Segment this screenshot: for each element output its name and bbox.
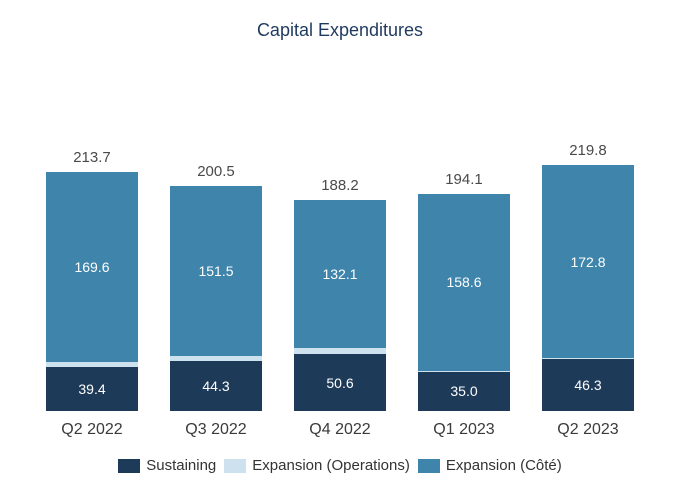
bar-segment: 4.7 <box>170 356 262 361</box>
x-category-label: Q3 2022 <box>154 421 278 439</box>
legend-swatch <box>224 459 246 473</box>
x-category-label: Q2 2023 <box>526 421 650 439</box>
bar-segment: 158.6 <box>418 194 510 372</box>
stacked-bar: 44.3 4.7 151.5 <box>170 186 262 411</box>
bar-segment: 132.1 <box>294 200 386 348</box>
bar-segment: 46.3 <box>542 359 634 411</box>
segment-value-label: 46.3 <box>574 377 601 393</box>
x-category-label: Q1 2023 <box>402 421 526 439</box>
capex-chart: Capital Expenditures 213.7 39.4 4.7 169.6 20… <box>0 0 680 500</box>
bar-segment: 172.8 <box>542 165 634 359</box>
stacked-bar: 50.6 5.5 132.1 <box>294 200 386 411</box>
segment-value-label: 39.4 <box>78 381 105 397</box>
legend-item: Expansion (Operations) <box>224 457 410 474</box>
bar-slot: 188.2 50.6 5.5 132.1 <box>278 91 402 411</box>
legend-label: Expansion (Operations) <box>252 457 410 474</box>
legend-item: Expansion (Côté) <box>418 457 562 474</box>
bar-segment: 5.5 <box>294 348 386 354</box>
x-axis: Q2 2022Q3 2022Q4 2022Q1 2023Q2 2023 <box>30 421 650 439</box>
bar-slot: 213.7 39.4 4.7 169.6 <box>30 91 154 411</box>
bar-slot: 194.1 35.0 0.5 158.6 <box>402 91 526 411</box>
total-label: 194.1 <box>445 171 483 188</box>
stacked-bar: 35.0 0.5 158.6 <box>418 194 510 411</box>
total-label: 188.2 <box>321 177 359 194</box>
segment-value-label: 158.6 <box>446 274 481 290</box>
segment-value-label: 172.8 <box>570 254 605 270</box>
chart-title: Capital Expenditures <box>0 20 680 41</box>
legend: Sustaining Expansion (Operations) Expansio… <box>0 457 680 474</box>
stacked-bar: 39.4 4.7 169.6 <box>46 172 138 411</box>
bar-segment: 0.7 <box>542 358 634 359</box>
bar-segment: 0.5 <box>418 371 510 372</box>
legend-swatch <box>118 459 140 473</box>
bar-segment: 169.6 <box>46 172 138 362</box>
legend-label: Expansion (Côté) <box>446 457 562 474</box>
bar-slot: 200.5 44.3 4.7 151.5 <box>154 91 278 411</box>
segment-value-label: 151.5 <box>198 263 233 279</box>
bar-slot: 219.8 46.3 0.7 172.8 <box>526 91 650 411</box>
segment-value-label: 169.6 <box>74 259 109 275</box>
bar-segment: 35.0 <box>418 372 510 411</box>
stacked-bar: 46.3 0.7 172.8 <box>542 165 634 411</box>
segment-value-label: 132.1 <box>322 266 357 282</box>
plot-area: 213.7 39.4 4.7 169.6 200.5 44.3 4.7 151.5 188.2 5… <box>30 91 650 411</box>
legend-label: Sustaining <box>146 457 216 474</box>
x-category-label: Q2 2022 <box>30 421 154 439</box>
bar-segment: 151.5 <box>170 186 262 356</box>
legend-item: Sustaining <box>118 457 216 474</box>
legend-swatch <box>418 459 440 473</box>
total-label: 219.8 <box>569 142 607 159</box>
segment-value-label: 50.6 <box>326 375 353 391</box>
bar-segment: 4.7 <box>46 362 138 367</box>
bar-segment: 50.6 <box>294 354 386 411</box>
segment-value-label: 35.0 <box>450 383 477 399</box>
bar-segment: 44.3 <box>170 361 262 411</box>
total-label: 213.7 <box>73 149 111 166</box>
total-label: 200.5 <box>197 163 235 180</box>
bar-segment: 39.4 <box>46 367 138 411</box>
x-category-label: Q4 2022 <box>278 421 402 439</box>
segment-value-label: 44.3 <box>202 378 229 394</box>
